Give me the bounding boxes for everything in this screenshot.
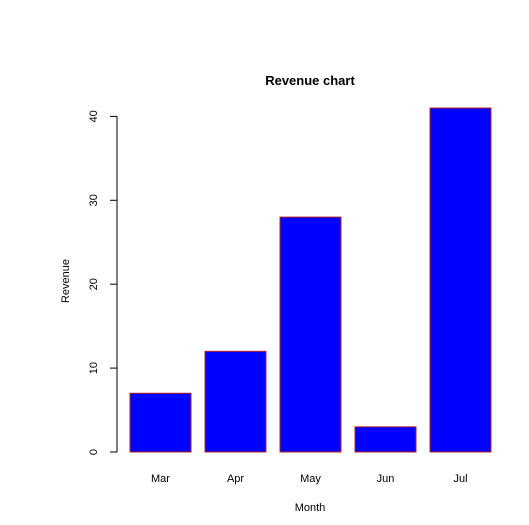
y-axis: 0 10 20 30 40 bbox=[88, 110, 118, 455]
y-tick-label: 30 bbox=[88, 194, 100, 206]
bar-jul bbox=[429, 107, 492, 453]
bars-group bbox=[129, 107, 492, 453]
x-tick-label-may: May bbox=[300, 473, 321, 485]
x-tick-labels: Mar Apr May Jun Jul bbox=[151, 473, 468, 485]
bar-mar bbox=[129, 392, 192, 453]
y-tick-label: 0 bbox=[88, 449, 100, 455]
bar-may bbox=[279, 216, 342, 453]
bar-jun bbox=[354, 426, 417, 453]
y-tick-label: 10 bbox=[88, 362, 100, 374]
x-tick-label-mar: Mar bbox=[151, 473, 170, 485]
x-tick-label-jun: Jun bbox=[377, 473, 395, 485]
y-axis-label: Revenue bbox=[60, 259, 72, 303]
x-tick-label-apr: Apr bbox=[227, 473, 244, 485]
bar-apr bbox=[204, 350, 267, 453]
x-axis-label: Month bbox=[295, 502, 326, 514]
x-tick-label-jul: Jul bbox=[453, 473, 467, 485]
y-tick-label: 40 bbox=[88, 110, 100, 122]
y-tick-label: 20 bbox=[88, 278, 100, 290]
chart-title: Revenue chart bbox=[265, 73, 355, 88]
